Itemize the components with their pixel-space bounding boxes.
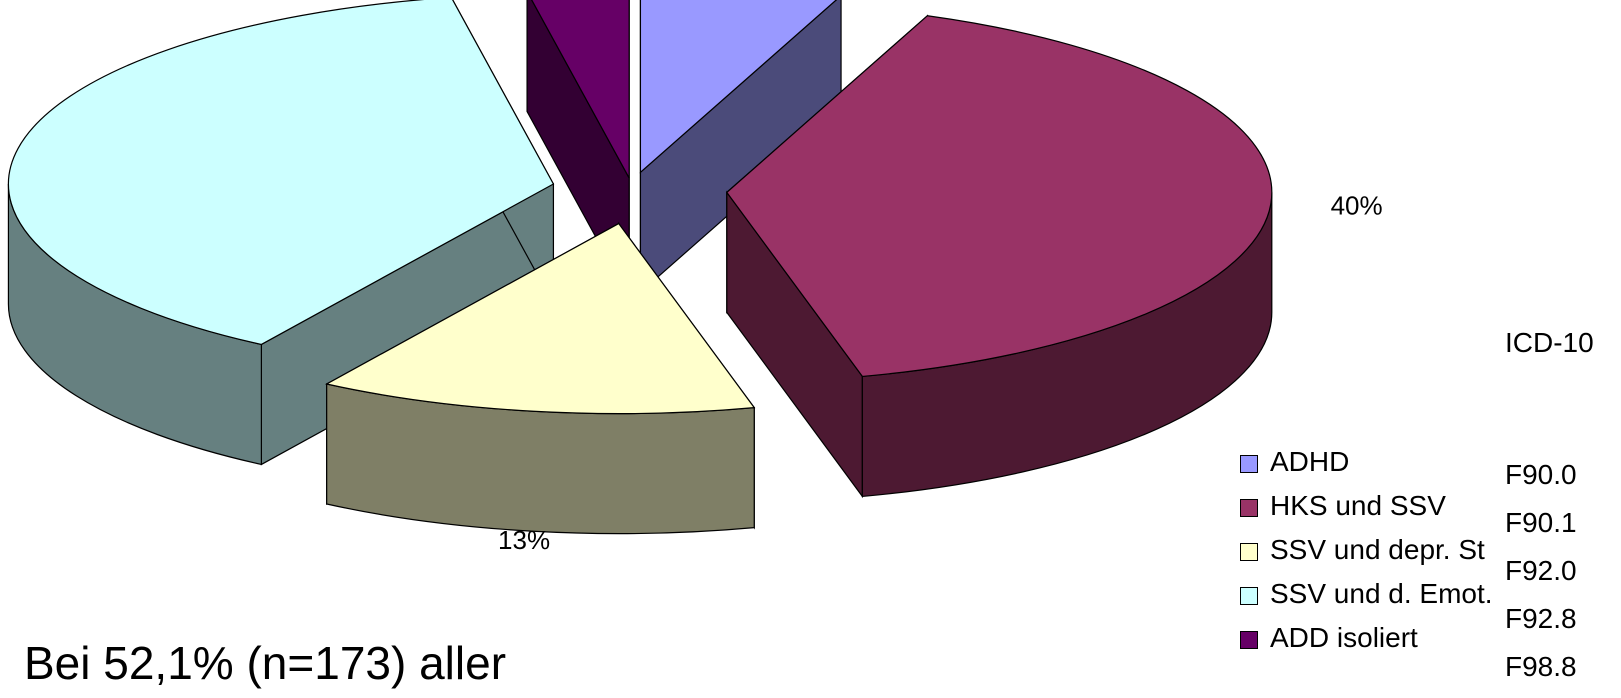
slice-top bbox=[726, 15, 1273, 378]
legend-swatch bbox=[1240, 499, 1258, 517]
icd-code: F92.0 bbox=[1505, 555, 1577, 586]
caption-text: Bei 52,1% (n=173) aller bbox=[24, 637, 507, 689]
legend-label: SSV und d. Emot. bbox=[1270, 578, 1493, 609]
legend-item-adhd: ADHD bbox=[1240, 445, 1480, 489]
slice-top bbox=[639, 0, 838, 174]
pie-slice-ssv-emot bbox=[7, 0, 555, 466]
pie-slice-add-isoliert bbox=[526, 0, 630, 299]
legend-swatch bbox=[1240, 631, 1258, 649]
legend-item-add-isoliert: ADD isoliert bbox=[1240, 621, 1480, 665]
icd-code-list: F90.0 F90.1 F92.0 F92.8 F98.8 bbox=[1505, 458, 1577, 698]
chart-legend: ADHD HKS und SSV SSV und depr. St SSV un… bbox=[1240, 445, 1493, 665]
legend-swatch bbox=[1240, 587, 1258, 605]
legend-swatch bbox=[1240, 455, 1258, 473]
legend-label: ADHD bbox=[1270, 446, 1350, 477]
legend-label: HKS und SSV bbox=[1270, 490, 1446, 521]
slice-top bbox=[324, 222, 756, 415]
icd-title: ICD-10 bbox=[1505, 327, 1594, 358]
legend-item-ssv-emot: SSV und d. Emot. bbox=[1240, 577, 1493, 621]
slice-data-label: 13% bbox=[498, 525, 550, 555]
legend-label: ADD isoliert bbox=[1270, 622, 1418, 653]
icd-code: F98.8 bbox=[1505, 651, 1577, 682]
legend-swatch bbox=[1240, 543, 1258, 561]
legend-item-ssv-depr: SSV und depr. St bbox=[1240, 533, 1485, 577]
icd-code: F92.8 bbox=[1505, 603, 1577, 634]
slice-data-label: 40% bbox=[1331, 191, 1383, 221]
pie-slice-hks-ssv bbox=[726, 14, 1273, 499]
slice-top bbox=[7, 0, 555, 346]
legend-label: SSV und depr. St bbox=[1270, 534, 1485, 565]
slice-top bbox=[531, 0, 630, 179]
pie-slice-ssv-depr bbox=[324, 221, 756, 535]
icd-code: F90.0 bbox=[1505, 459, 1577, 490]
icd-code: F90.1 bbox=[1505, 507, 1577, 538]
legend-item-hks-ssv: HKS und SSV bbox=[1240, 489, 1480, 533]
